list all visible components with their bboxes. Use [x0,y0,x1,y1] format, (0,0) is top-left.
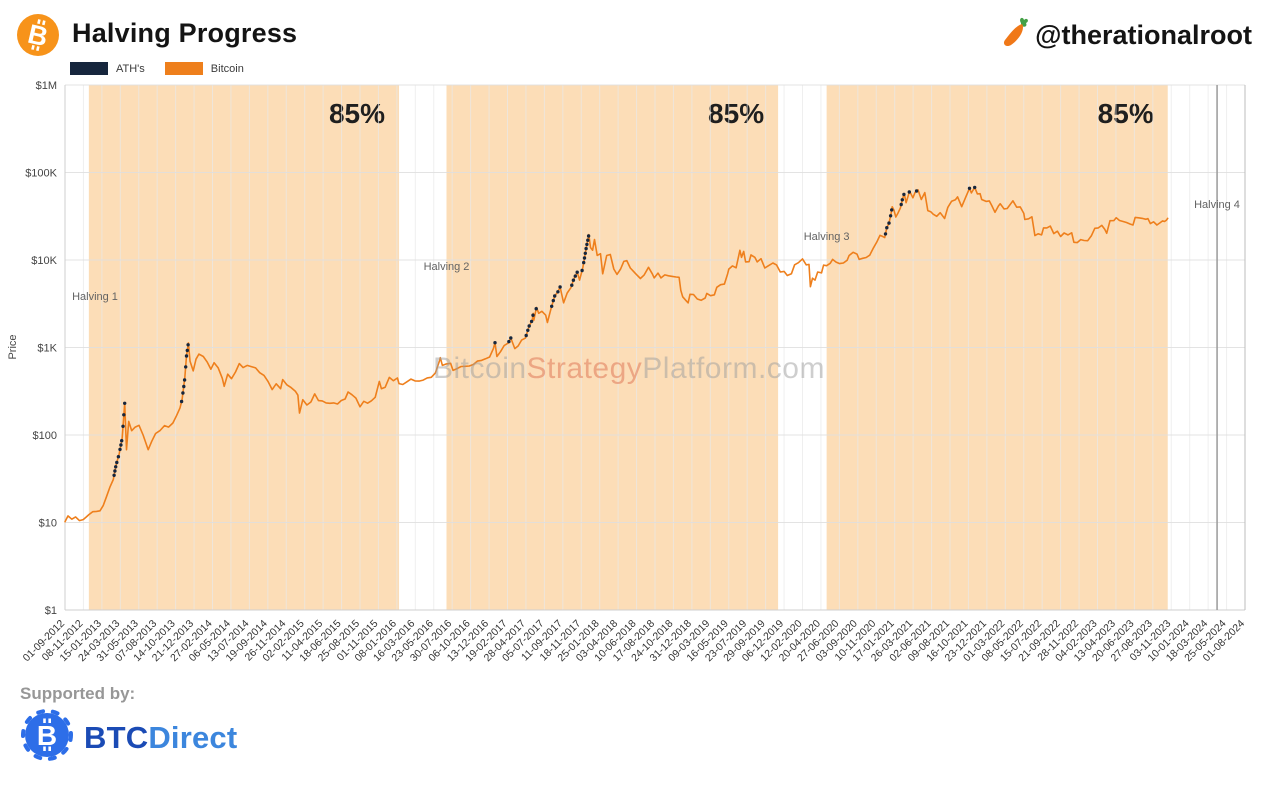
page-title: Halving Progress [72,18,298,48]
y-tick-label: $10K [31,255,57,267]
y-tick-label: $1K [37,343,57,355]
author-handle: @therationalroot [998,15,1252,56]
author-handle-text: @therationalroot [1035,20,1252,50]
y-tick-label: $1M [36,80,57,92]
y-tick-label: $10 [39,518,57,530]
bitcoin-logo-icon: B [16,13,60,57]
legend-swatch-bitcoin[interactable] [164,62,203,75]
price-chart[interactable]: 85% 85% 85% 01-09-201208-11-201215-01-20132… [0,0,1270,700]
halving-markers: Halving 1 Halving 2 Halving 3 Halving 4 [72,85,1240,610]
btcdirect-icon: B [20,708,74,767]
btcdirect-word-btc: BTC [84,719,149,755]
carrot-icon [998,15,1029,56]
chart-legend: ATH's Bitcoin [70,62,256,75]
legend-label-aths[interactable]: ATH's [116,62,145,75]
halving-label: Halving 2 [424,261,470,273]
x-axis-tick-labels: 01-09-201208-11-201215-01-201324-03-2013… [21,618,1248,665]
btcdirect-logo[interactable]: B BTCDirect [20,708,237,767]
y-tick-label: $100K [25,168,57,180]
halving-label: Halving 3 [804,231,850,243]
svg-text:B: B [37,720,57,751]
bitcoin-price-line [64,186,1169,523]
y-tick-label: $1 [45,605,57,617]
legend-label-bitcoin[interactable]: Bitcoin [210,62,244,75]
halving-label: Halving 4 [1194,199,1240,211]
y-axis-tick-labels: $1 $10 $100 $1K $10K $100K $1M [25,80,57,617]
progress-percent-label: 85% [708,98,764,129]
ath-dots [112,185,977,477]
btcdirect-word-direct: Direct [148,719,238,755]
y-tick-label: $100 [33,430,57,442]
halving-label: Halving 1 [72,291,118,303]
btcdirect-wordmark: BTCDirect [84,720,237,756]
progress-percent-label: 85% [329,98,385,129]
supported-by-label: Supported by: [20,684,136,703]
legend-swatch-aths[interactable] [70,62,108,75]
progress-percent-label: 85% [1098,98,1154,129]
